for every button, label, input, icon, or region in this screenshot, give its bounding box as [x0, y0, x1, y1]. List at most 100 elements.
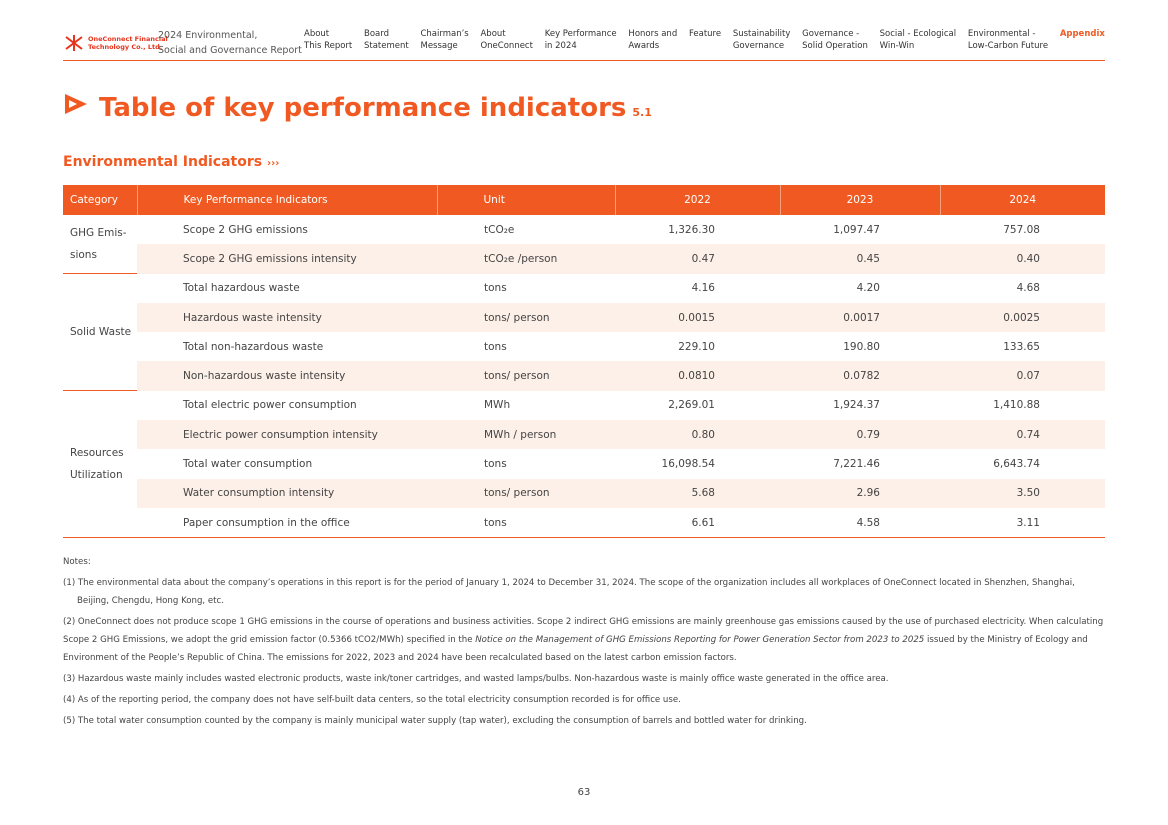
- table-row: Water consumption intensity tons/ person 5…: [63, 478, 1105, 508]
- kpi-cell: Hazardous waste intensity: [137, 302, 437, 333]
- value-cell: 133.65: [1003, 340, 1040, 353]
- header: OneConnect Financial Technology Co., Ltd.…: [63, 28, 1105, 61]
- table-row: GHG Emis- sions Scope 2 GHG emissions tCO₂…: [63, 215, 1105, 275]
- category-cell: GHG Emis- sions: [63, 215, 137, 275]
- nav-item[interactable]: Appendix: [1059, 29, 1105, 39]
- value-cell: 0.74: [940, 420, 1105, 450]
- kpi-cell: Paper consumption in the office: [137, 507, 437, 539]
- table-body: GHG Emis- sions Scope 2 GHG emissions tCO₂…: [63, 215, 1105, 539]
- column-header: 2022: [615, 185, 781, 215]
- kpi-cell: Total hazardous waste: [183, 282, 300, 295]
- kpi-cell: Scope 2 GHG emissions intensity: [137, 244, 437, 274]
- nav: About This Report Board Statement Chairman…: [304, 29, 1105, 52]
- note-text: (5) The total water consumption counted …: [63, 716, 807, 726]
- table-row: Paper consumption in the office tons 6.61 4…: [63, 507, 1105, 539]
- note: (5) The total water consumption counted …: [63, 712, 1105, 730]
- notes-heading: Notes:: [63, 557, 91, 567]
- nav-item[interactable]: Social - Ecological Win-Win: [879, 29, 957, 51]
- title-number: 5.1: [632, 106, 652, 119]
- unit-cell: tCO₂e /person: [437, 244, 615, 274]
- nav-item[interactable]: Sustainability Governance: [732, 29, 791, 51]
- column-header: Key Performance Indicators: [137, 185, 438, 215]
- note-text: (1) The environmental data about the com…: [63, 578, 1075, 606]
- note-text: (2) OneConnect does not produce scope 1 …: [63, 617, 1104, 645]
- column-header: Category: [63, 185, 138, 215]
- column-header: 2024: [940, 185, 1105, 215]
- kpi-cell: Scope 2 GHG emissions: [183, 223, 308, 236]
- logo-text: Technology Co., Ltd.: [88, 43, 163, 51]
- value-cell: 5.68: [615, 478, 780, 508]
- title-row: Table of key performance indicators 5.1: [63, 92, 652, 123]
- unit-cell: tons/ person: [437, 478, 615, 508]
- value-cell: 6.61: [615, 507, 780, 539]
- section-title: Environmental Indicators ›››: [63, 154, 279, 170]
- nav-item[interactable]: Environmental - Low-Carbon Future: [967, 29, 1049, 51]
- value-cell: 4.68: [1016, 282, 1040, 295]
- kpi-cell: Total non-hazardous waste: [183, 340, 324, 353]
- nav-item[interactable]: About OneConnect: [480, 29, 533, 51]
- value-cell: 1,326.30: [668, 223, 715, 236]
- unit-cell: MWh / person: [437, 420, 615, 450]
- table-row: Total non-hazardous waste tons 229.10 190.8…: [63, 332, 1105, 361]
- kpi-cell: Non-hazardous waste intensity: [137, 361, 437, 391]
- value-cell: 0.80: [615, 420, 780, 450]
- logo-icon: [65, 35, 83, 51]
- logo: OneConnect Financial Technology Co., Ltd.: [63, 33, 168, 53]
- value-cell: 4.58: [780, 507, 940, 539]
- value-cell: 0.0810: [615, 361, 780, 391]
- unit-cell: tons/ person: [437, 361, 615, 391]
- value-cell: 0.0015: [615, 302, 780, 333]
- kpi-cell: Total electric power consumption: [183, 399, 357, 412]
- value-cell: 0.0017: [780, 302, 940, 333]
- page-title: Table of key performance indicators: [99, 93, 627, 123]
- note-text: (3) Hazardous waste mainly includes wast…: [63, 674, 889, 684]
- value-cell: 0.07: [940, 361, 1105, 391]
- value-cell: 4.20: [856, 282, 880, 295]
- unit-cell: tons/ person: [437, 302, 615, 333]
- unit-cell: tons: [484, 340, 507, 353]
- value-cell: 1,924.37: [833, 399, 880, 412]
- nav-item[interactable]: Feature: [688, 29, 722, 39]
- unit-cell: MWh: [484, 399, 511, 412]
- value-cell: 6,643.74: [993, 458, 1040, 471]
- value-cell: 229.10: [678, 340, 715, 353]
- note-text: issued by the Ministry of Ecology and En…: [63, 635, 1088, 663]
- value-cell: 757.08: [1003, 223, 1040, 236]
- value-cell: 4.16: [691, 282, 715, 295]
- category-cell: Solid Waste: [63, 273, 137, 392]
- kpi-cell: Total water consumption: [183, 458, 313, 471]
- nav-item[interactable]: Chairman’s Message: [420, 29, 469, 51]
- category-cell: Resources Utilization: [63, 390, 137, 539]
- value-cell: 3.50: [940, 478, 1105, 508]
- kpi-cell: Water consumption intensity: [137, 478, 437, 508]
- nav-item[interactable]: Board Statement: [364, 29, 409, 51]
- nav-item[interactable]: Governance - Solid Operation: [802, 29, 868, 51]
- nav-item[interactable]: Honors and Awards: [628, 29, 678, 51]
- note: (2) OneConnect does not produce scope 1 …: [63, 613, 1105, 667]
- value-cell: 0.79: [780, 420, 940, 450]
- unit-cell: tons: [437, 507, 615, 539]
- table-row: Hazardous waste intensity tons/ person 0.0…: [63, 302, 1105, 333]
- note: (1) The environmental data about the com…: [63, 574, 1105, 610]
- value-cell: 0.40: [940, 244, 1105, 274]
- column-header: Unit: [437, 185, 616, 215]
- value-cell: 1,410.88: [993, 399, 1040, 412]
- value-cell: 0.0782: [780, 361, 940, 391]
- value-cell: 3.11: [940, 507, 1105, 539]
- value-cell: 0.47: [615, 244, 780, 274]
- value-cell: 2,269.01: [668, 399, 715, 412]
- value-cell: 7,221.46: [833, 458, 880, 471]
- unit-cell: tons: [484, 458, 507, 471]
- nav-item[interactable]: About This Report: [304, 29, 353, 51]
- value-cell: 1,097.47: [833, 223, 880, 236]
- chevrons: ›››: [266, 158, 280, 169]
- note: (3) Hazardous waste mainly includes wast…: [63, 670, 1105, 688]
- kpi-cell: Electric power consumption intensity: [137, 420, 437, 450]
- header-row: Category Key Performance Indicators Unit 20…: [63, 185, 1105, 215]
- column-header: 2023: [780, 185, 941, 215]
- table-row: Electric power consumption intensity MWh …: [63, 420, 1105, 450]
- value-cell: 2.96: [780, 478, 940, 508]
- table-row: Total water consumption tons 16,098.54 7,22…: [63, 449, 1105, 478]
- nav-item[interactable]: Key Performance in 2024: [544, 29, 617, 51]
